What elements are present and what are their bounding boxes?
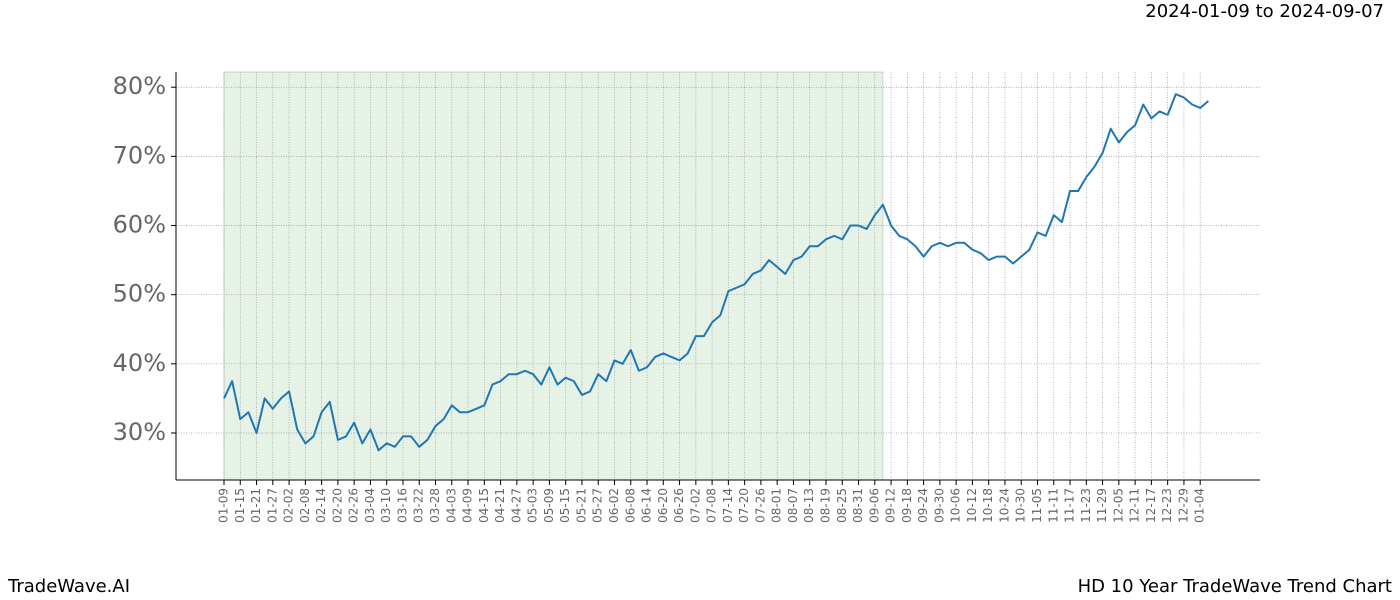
x-tick-label: 08-31	[851, 488, 865, 523]
x-tick-label: 01-27	[265, 488, 279, 523]
x-tick-label: 10-18	[981, 488, 995, 523]
date-range: 2024-01-09 to 2024-09-07	[1145, 1, 1384, 22]
x-tick-label: 08-07	[786, 488, 800, 523]
x-tick-label: 06-20	[656, 488, 670, 523]
x-tick-label: 05-15	[558, 488, 572, 523]
x-tick-label: 12-11	[1128, 488, 1142, 523]
x-tick-label: 02-14	[314, 488, 328, 523]
y-tick-label: 40%	[113, 349, 166, 377]
y-tick-label: 80%	[113, 72, 166, 100]
x-tick-label: 11-11	[1046, 488, 1060, 523]
x-tick-label: 10-24	[997, 488, 1011, 523]
y-tick-label: 60%	[113, 211, 166, 239]
x-tick-label: 04-09	[461, 488, 475, 523]
y-tick-label: 70%	[113, 141, 166, 169]
x-tick-label: 10-12	[965, 488, 979, 523]
x-tick-label: 05-03	[526, 488, 540, 523]
x-tick-label: 05-21	[574, 488, 588, 523]
x-tick-label: 02-20	[330, 488, 344, 523]
x-tick-label: 07-14	[721, 488, 735, 523]
footer-title: HD 10 Year TradeWave Trend Chart	[1078, 576, 1392, 597]
x-tick-label: 12-29	[1176, 488, 1190, 523]
x-tick-label: 06-08	[623, 488, 637, 523]
x-tick-label: 12-23	[1160, 488, 1174, 523]
x-tick-label: 02-08	[298, 488, 312, 523]
x-tick-label: 05-27	[591, 488, 605, 523]
x-tick-label: 04-21	[493, 488, 507, 523]
x-tick-label: 10-30	[1014, 488, 1028, 523]
x-tick-label: 11-05	[1030, 488, 1044, 523]
x-tick-label: 07-02	[688, 488, 702, 523]
x-tick-label: 02-02	[282, 488, 296, 523]
x-tick-label: 08-25	[835, 488, 849, 523]
x-tick-label: 01-21	[249, 488, 263, 523]
x-tick-label: 11-29	[1095, 488, 1109, 523]
x-tick-label: 01-04	[1193, 488, 1207, 523]
x-tick-label: 09-12	[884, 488, 898, 523]
highlight-region	[223, 71, 884, 481]
x-tick-label: 06-02	[607, 488, 621, 523]
x-tick-label: 09-24	[916, 488, 930, 523]
x-tick-label: 03-10	[379, 488, 393, 523]
trend-line	[223, 93, 1209, 452]
x-tick-label: 05-09	[542, 488, 556, 523]
x-tick-label: 07-08	[705, 488, 719, 523]
x-tick-label: 03-28	[428, 488, 442, 523]
y-tick-label: 30%	[113, 418, 166, 446]
x-tick-label: 06-26	[672, 488, 686, 523]
x-tick-label: 08-19	[818, 488, 832, 523]
x-tick-label: 06-14	[640, 488, 654, 523]
x-tick-label: 11-23	[1079, 488, 1093, 523]
x-tick-label: 03-04	[363, 488, 377, 523]
x-tick-label: 12-05	[1111, 488, 1125, 523]
x-tick-label: 08-01	[770, 488, 784, 523]
x-tick-label: 01-09	[217, 488, 231, 523]
x-tick-label: 10-06	[949, 488, 963, 523]
x-tick-label: 04-03	[444, 488, 458, 523]
brand: TradeWave.AI	[7, 576, 130, 597]
x-tick-label: 04-27	[509, 488, 523, 523]
x-tick-label: 01-15	[233, 488, 247, 523]
x-tick-label: 08-13	[802, 488, 816, 523]
y-tick-label: 50%	[113, 280, 166, 308]
x-tick-label: 07-26	[753, 488, 767, 523]
x-tick-label: 12-17	[1144, 488, 1158, 523]
x-tick-label: 03-16	[395, 488, 409, 523]
x-tick-label: 02-26	[347, 488, 361, 523]
x-tick-label: 04-15	[477, 488, 491, 523]
x-tick-label: 03-22	[412, 488, 426, 523]
x-tick-label: 09-06	[867, 488, 881, 523]
x-tick-label: 07-20	[737, 488, 751, 523]
x-tick-label: 09-18	[900, 488, 914, 523]
x-tick-label: 11-17	[1063, 488, 1077, 523]
x-tick-label: 09-30	[932, 488, 946, 523]
